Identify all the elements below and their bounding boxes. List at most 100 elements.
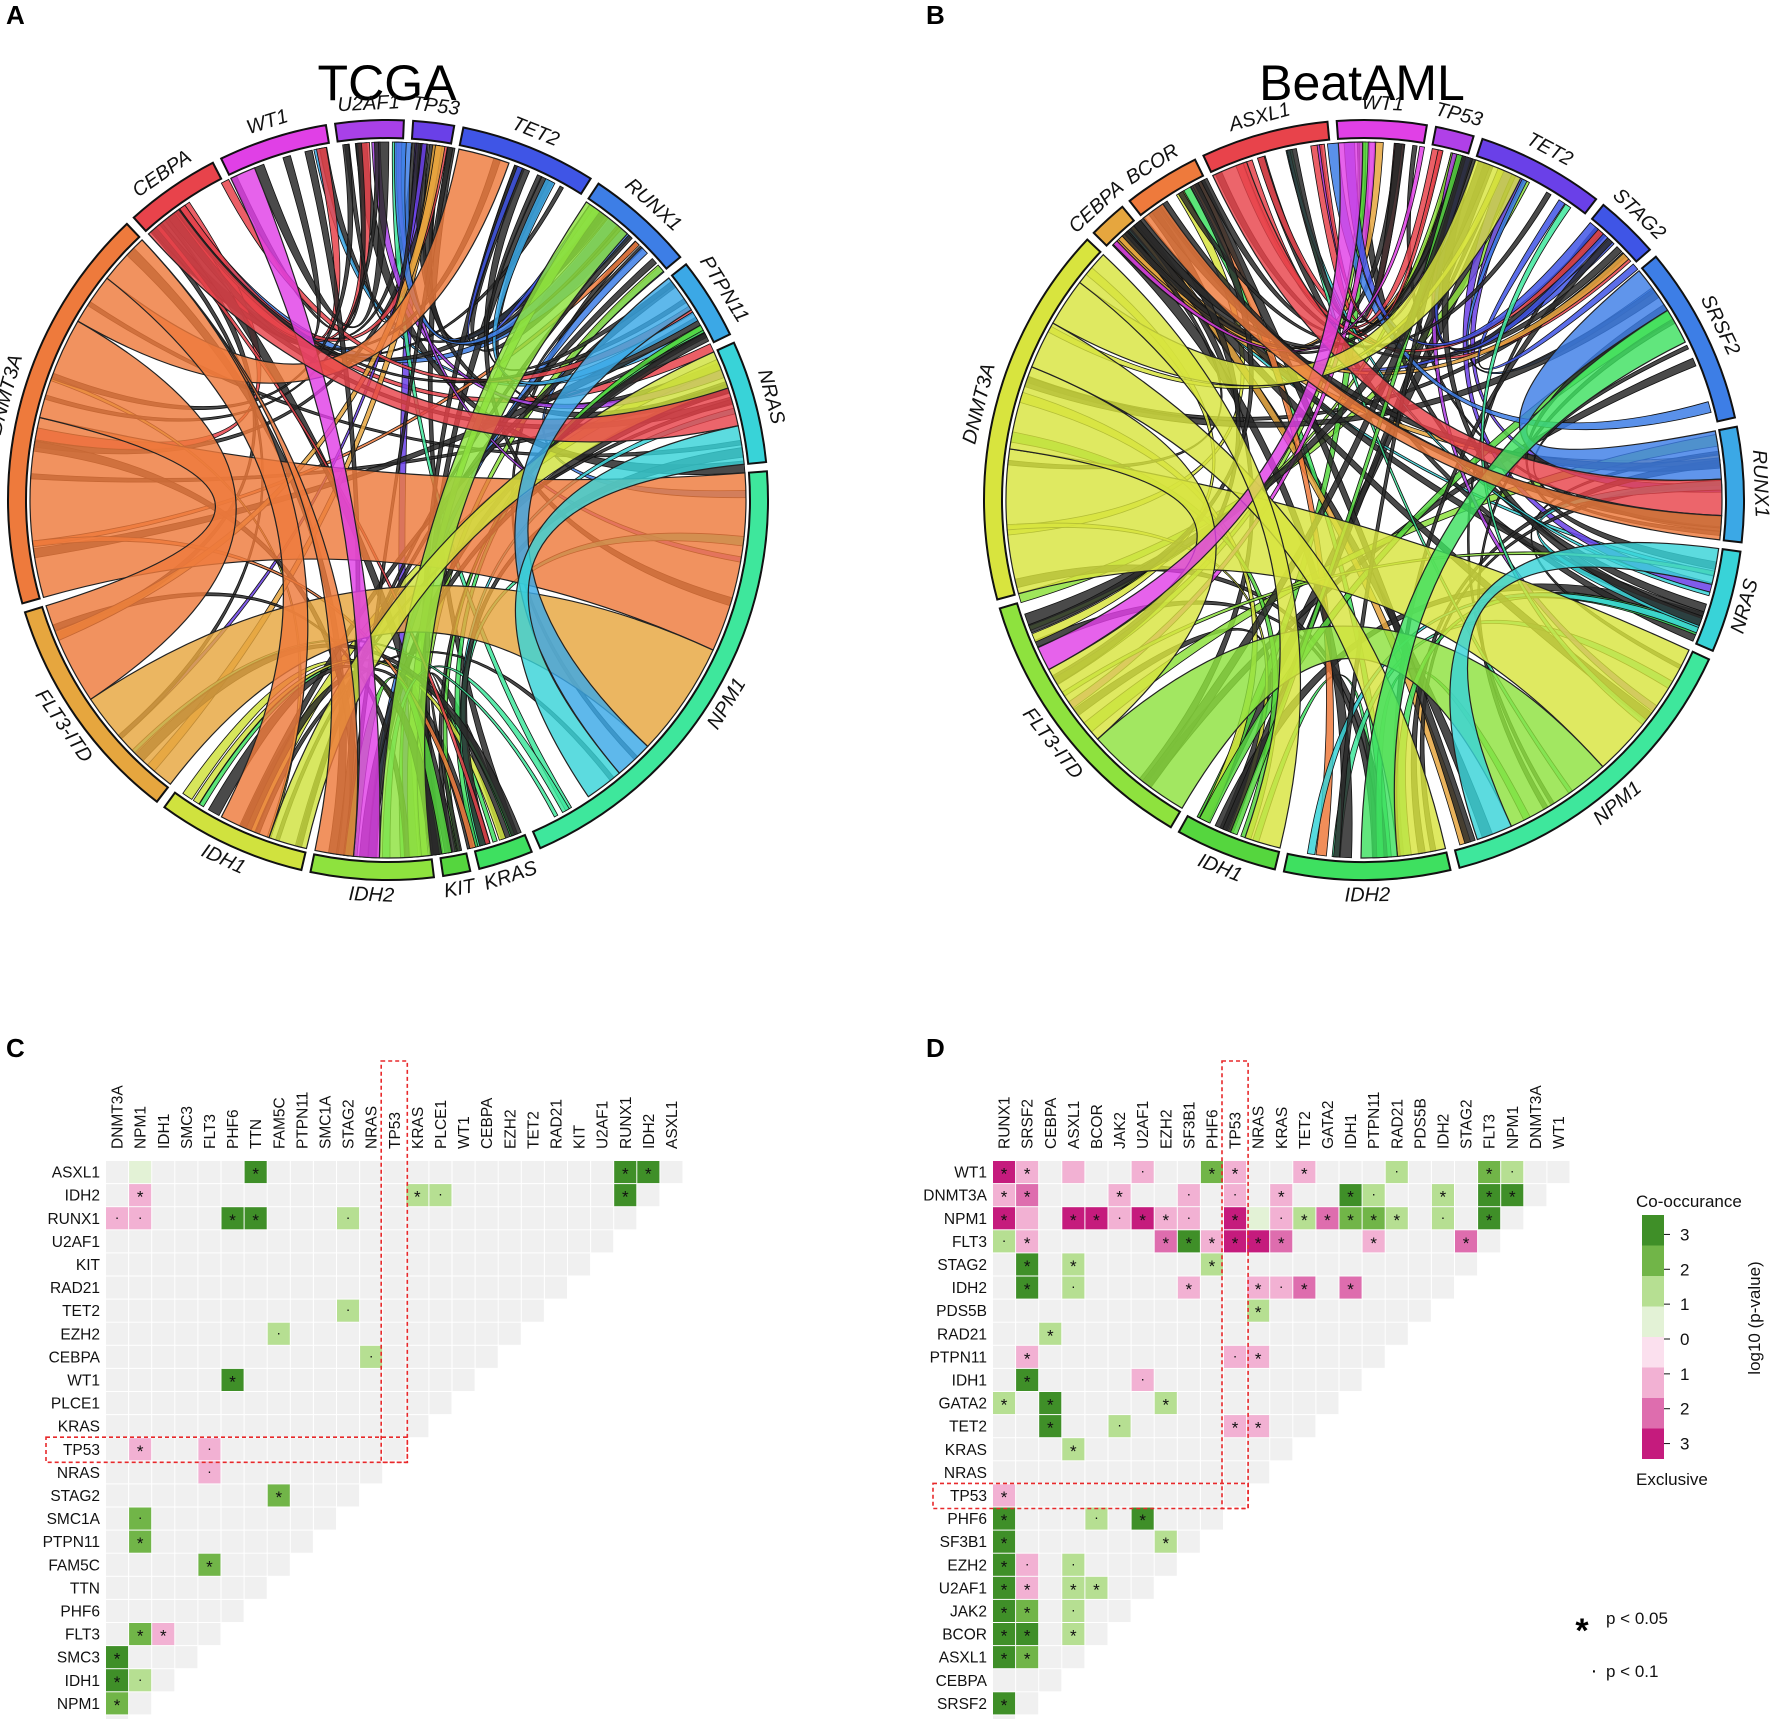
heatmap-empty-cell [1062,1646,1085,1669]
heatmap-empty-cell [1062,1322,1085,1345]
heatmap-empty-cell [429,1276,452,1299]
heatmap-empty-cell [152,1161,175,1184]
heatmap-cell-srsf2-runx1 [993,1692,1016,1715]
heatmap-empty-cell [106,1161,129,1184]
heatmap-row-label: IDH2 [65,1188,100,1205]
heatmap-sig-mark: * [1024,1280,1031,1299]
heatmap-empty-cell [267,1207,290,1230]
heatmap-cell-idh1-dnmt3a [106,1669,129,1692]
chord-segment-tet2 [458,126,593,196]
heatmap-empty-cell [221,1392,244,1415]
heatmap-empty-cell [175,1345,198,1368]
heatmap-sig-mark: · [1117,1209,1122,1225]
heatmap-row-label: NPM1 [57,1696,100,1713]
heatmap-empty-cell [1085,1299,1108,1322]
heatmap-cell-dnmt3a-ptpn11 [1362,1184,1385,1207]
heatmap-empty-cell [1408,1207,1431,1230]
heatmap-cell-wt1-flt3 [1478,1161,1501,1184]
heatmap-empty-cell [290,1299,313,1322]
heatmap-empty-cell [1108,1576,1131,1599]
heatmap-empty-cell [1408,1184,1431,1207]
heatmap-empty-cell [106,1299,129,1322]
heatmap-empty-cell [313,1415,336,1438]
heatmap-sig-mark: * [137,1188,144,1207]
heatmap-row-label: STAG2 [50,1488,100,1505]
heatmap-empty-cell [1200,1299,1223,1322]
heatmap-empty-cell [475,1207,498,1230]
heatmap-empty-cell [244,1253,267,1276]
chord-segment-flt3-itd [23,605,170,804]
heatmap-empty-cell [360,1184,383,1207]
heatmap-sig-mark: * [1024,1627,1031,1646]
heatmap-empty-cell [1016,1692,1039,1715]
heatmap-col-label: U2AF1 [595,1101,612,1149]
heatmap-sig-mark: · [1071,1278,1076,1294]
heatmap-col-label: EZH2 [502,1109,519,1149]
heatmap-empty-cell [1270,1392,1293,1415]
heatmap-cell-ezh2-runx1 [993,1553,1016,1576]
heatmap-empty-cell [1154,1507,1177,1530]
heatmap-empty-cell [1224,1368,1247,1391]
heatmap-cell-wt1-runx1 [993,1161,1016,1184]
heatmap-empty-cell [521,1276,544,1299]
heatmap-col-label: SMC3 [179,1106,196,1149]
heatmap-cell-stag2-fam5c [267,1484,290,1507]
heatmap-col-label: TET2 [1297,1111,1314,1149]
heatmap-col-label: ASXL1 [664,1101,681,1149]
heatmap-empty-cell [521,1253,544,1276]
chord-segment-tet2 [1475,137,1598,215]
heatmap-sig-mark: * [1255,1349,1262,1368]
heatmap-empty-cell [1108,1368,1131,1391]
heatmap-empty-cell [267,1253,290,1276]
heatmap-empty-cell [337,1276,360,1299]
heatmap-empty-cell [1039,1368,1062,1391]
heatmap-empty-cell [1247,1253,1270,1276]
heatmap-row-label: WT1 [954,1165,987,1182]
chord-segment-idh1 [162,791,307,872]
heatmap-empty-cell [521,1161,544,1184]
heatmap-row-label: TTN [70,1580,100,1597]
heatmap-empty-cell [1408,1299,1431,1322]
heatmap-empty-cell [1039,1438,1062,1461]
heatmap-empty-cell [106,1438,129,1461]
chord-label-u2af1: U2AF1 [337,91,400,116]
heatmap-sig-mark: · [346,1301,351,1317]
heatmap-cell-flt3-ezh2 [1154,1230,1177,1253]
heatmap-empty-cell [1131,1484,1154,1507]
heatmap-empty-cell [1200,1507,1223,1530]
heatmap-empty-cell [1016,1530,1039,1553]
chord-segment-tp53 [1431,125,1475,155]
heatmap-sig-mark: · [1233,1186,1238,1202]
chord-minor-link [1356,141,1707,613]
heatmap-empty-cell [198,1415,221,1438]
heatmap-empty-cell [1270,1161,1293,1184]
tp53-column-highlight [380,1060,409,1464]
heatmap-cell-u2af1-runx1 [993,1576,1016,1599]
heatmap-sig-mark: * [252,1165,259,1184]
heatmap-empty-cell [521,1230,544,1253]
heatmap-empty-cell [1108,1599,1131,1622]
heatmap-empty-cell [313,1368,336,1391]
heatmap-cell-ezh2-fam5c [267,1322,290,1345]
heatmap-empty-cell [475,1276,498,1299]
heatmap-empty-cell [337,1438,360,1461]
heatmap-empty-cell [452,1161,475,1184]
heatmap-empty-cell [1154,1276,1177,1299]
heatmap-empty-cell [383,1322,406,1345]
heatmap-sig-mark: * [1463,1234,1470,1253]
heatmap-empty-cell [290,1507,313,1530]
heatmap-cell-flt3-tp53 [1224,1230,1247,1253]
heatmap-cell-ptpn11-srsf2 [1016,1345,1039,1368]
heatmap-empty-cell [1085,1484,1108,1507]
heatmap-empty-cell [1177,1345,1200,1368]
heatmap-empty-cell [106,1345,129,1368]
heatmap-sig-mark: * [1024,1603,1031,1622]
heatmap-empty-cell [1224,1253,1247,1276]
heatmap-sig-mark: * [160,1627,167,1646]
heatmap-empty-cell [106,1530,129,1553]
heatmap-empty-cell [452,1207,475,1230]
heatmap-row-label: KRAS [58,1419,100,1436]
chord-segment-tp53 [410,119,456,145]
chord-link-asxl1-runx1 [1211,161,1723,517]
heatmap-row-label: NRAS [944,1465,987,1482]
